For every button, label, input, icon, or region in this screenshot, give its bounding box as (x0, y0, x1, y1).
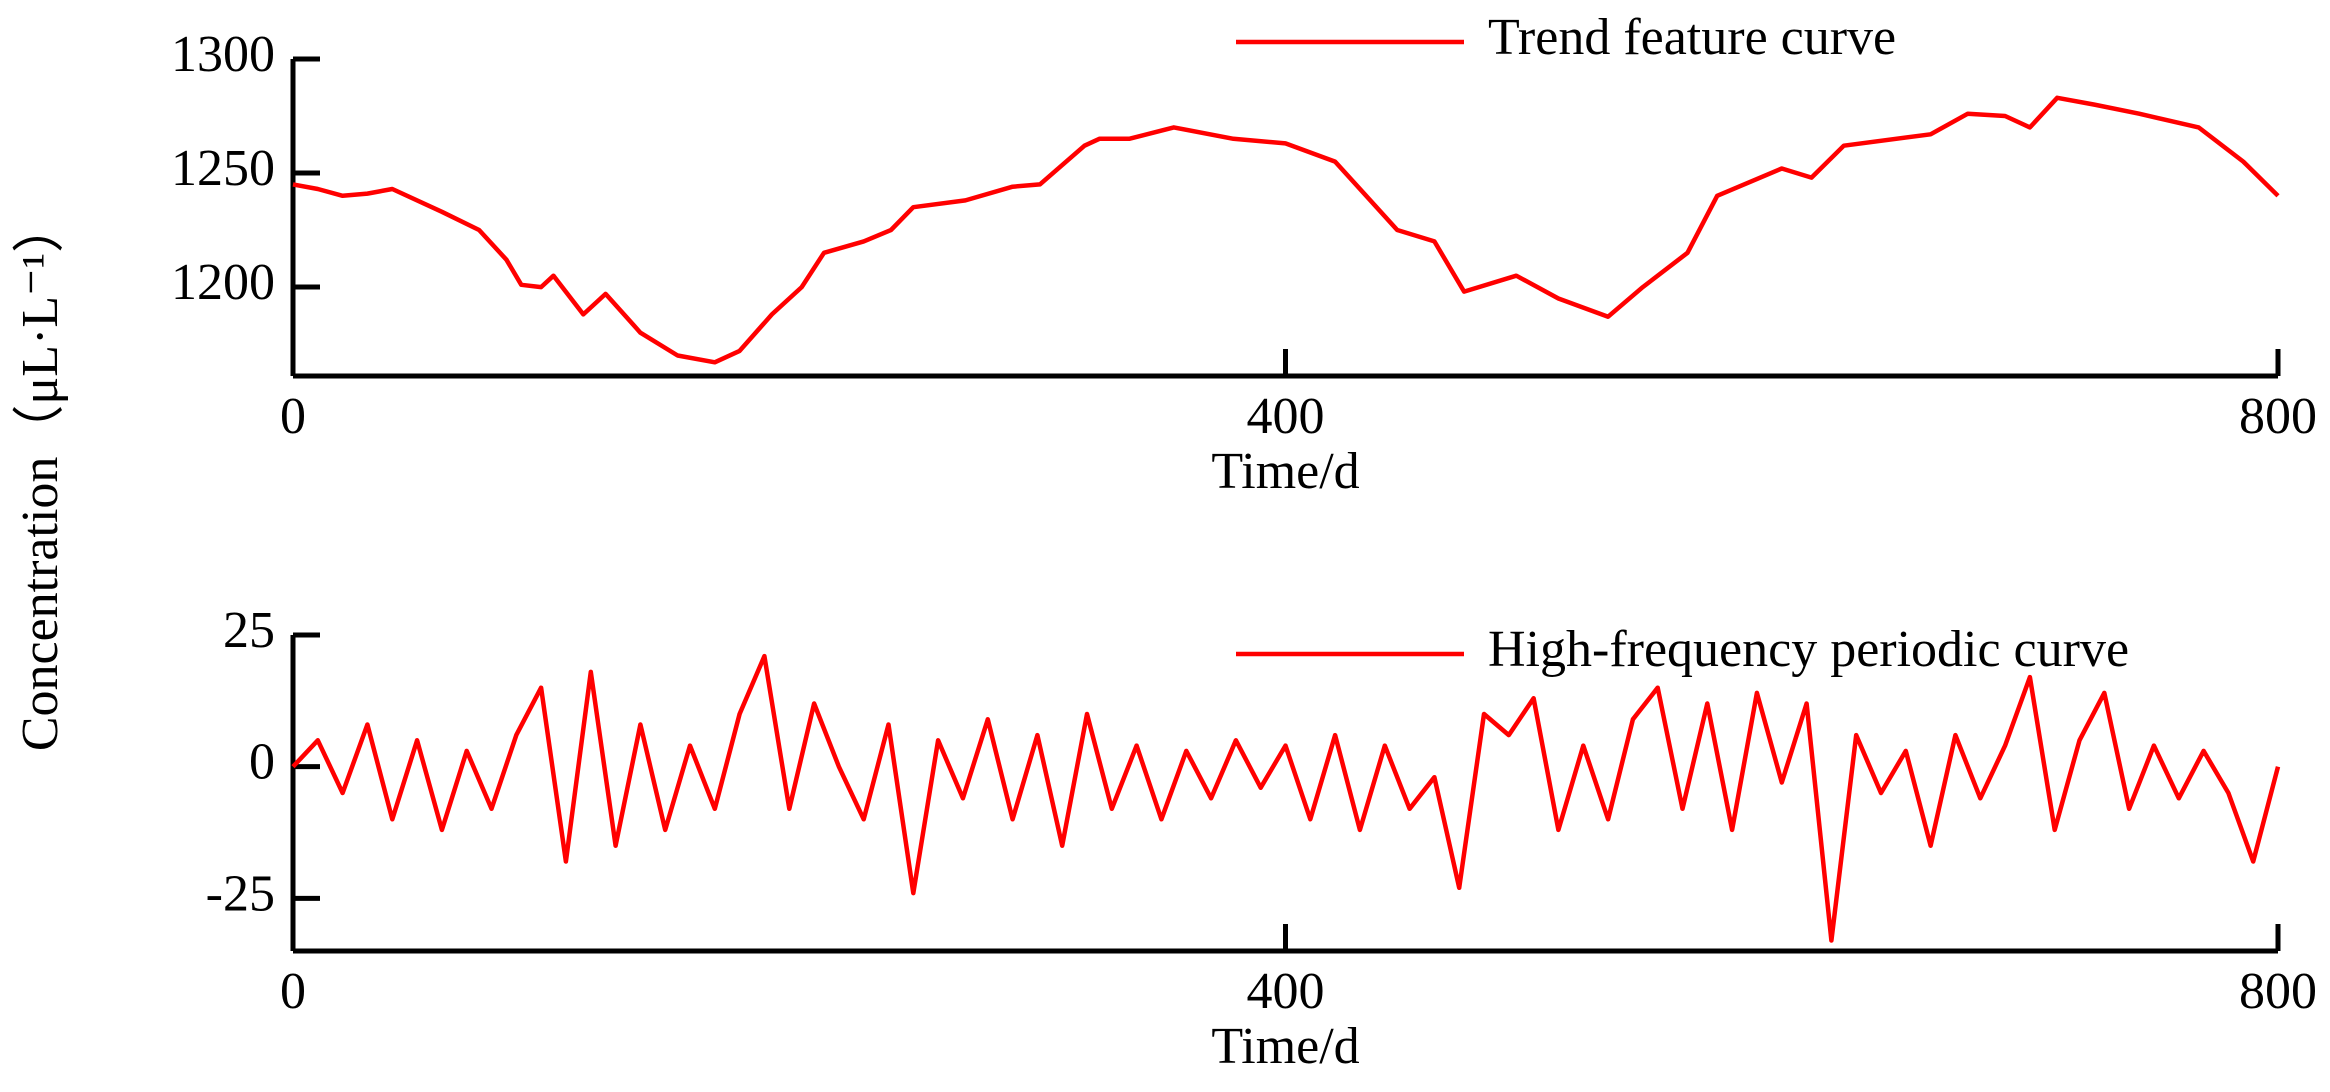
y-axis-title: Concentration（μL·L⁻¹） (12, 201, 69, 751)
x-tick-label: 400 (1247, 963, 1325, 1020)
x-tick-label: 800 (2239, 388, 2317, 445)
x-tick-label: 0 (280, 388, 306, 445)
x-tick-label: 800 (2239, 963, 2317, 1020)
y-tick-label: 1250 (171, 140, 275, 197)
legend-label: Trend feature curve (1488, 9, 1896, 66)
x-tick-label: 400 (1247, 388, 1325, 445)
data-line (291, 653, 2281, 943)
y-tick-label: 1200 (171, 254, 275, 311)
legend-label: High-frequency periodic curve (1488, 621, 2129, 678)
x-axis-title: Time/d (1211, 1018, 1359, 1075)
y-tick-label: 1300 (171, 26, 275, 83)
y-tick-label: -25 (206, 865, 275, 922)
y-tick-label: 25 (223, 602, 275, 659)
x-tick-label: 0 (280, 963, 306, 1020)
x-axis-title: Time/d (1211, 443, 1359, 500)
y-tick-label: 0 (249, 734, 275, 791)
data-line (292, 95, 2280, 365)
